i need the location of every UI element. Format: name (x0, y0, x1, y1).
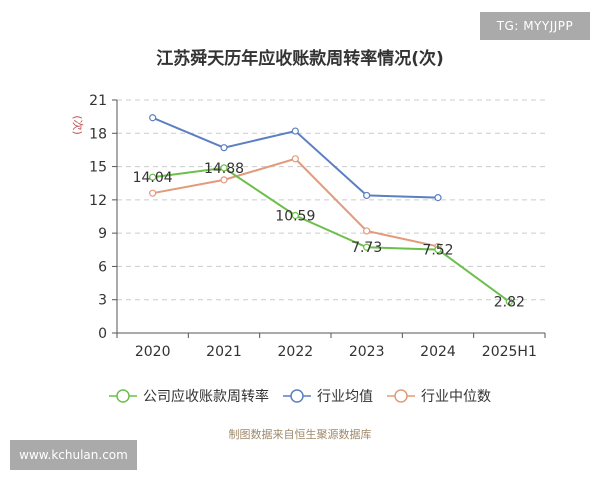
data-point (363, 243, 371, 251)
data-label: 14.88 (204, 161, 244, 177)
legend-marker-icon (387, 389, 415, 403)
data-label: 10.59 (275, 209, 315, 225)
watermark-bottom: www.kchulan.com (10, 440, 137, 470)
y-tick-label: 15 (89, 160, 107, 176)
data-point (149, 189, 157, 197)
data-point (363, 227, 371, 235)
x-tick-label: 2023 (349, 344, 385, 360)
watermark-top: TG: MYYJJPP (480, 12, 590, 40)
data-point (505, 298, 513, 306)
data-point (220, 176, 228, 184)
legend-marker-icon (283, 389, 311, 403)
data-label: 7.73 (351, 240, 382, 256)
y-tick-label: 0 (98, 326, 107, 342)
line-chart: 0 3 6 9 12 15 18 21 2020 2021 2022 2023 2024 2025H1 (次… (71, 93, 546, 360)
data-point (149, 114, 157, 122)
data-point (291, 155, 299, 163)
x-tick-label: 2025H1 (482, 344, 537, 360)
legend: 公司应收账款周转率 行业均值 行业中位数 (0, 386, 600, 406)
data-point (291, 127, 299, 135)
x-tick-label: 2024 (420, 344, 456, 360)
data-label: 14.04 (133, 170, 173, 186)
y-tick-label: 12 (89, 193, 107, 209)
series-line-0 (152, 166, 510, 303)
data-label: 2.82 (494, 295, 525, 311)
data-point (363, 191, 371, 200)
y-tick-label: 18 (89, 126, 107, 142)
data-point (434, 194, 442, 202)
data-point (434, 245, 442, 254)
x-tick-label: 2022 (278, 344, 314, 360)
x-tick-label: 2020 (135, 344, 171, 360)
y-tick-label: 3 (98, 293, 107, 309)
legend-item[interactable]: 行业中位数 (387, 386, 491, 406)
chart-title: 江苏舜天历年应收账款周转率情况(次) (156, 49, 444, 69)
legend-item[interactable]: 行业均值 (283, 386, 373, 406)
y-axis-label: (次) (71, 115, 85, 135)
data-point (149, 173, 157, 181)
source-note: 制图数据来自恒生聚源数据库 (228, 428, 372, 441)
legend-label: 公司应收账款周转率 (143, 389, 269, 405)
legend-item[interactable]: 公司应收账款周转率 (109, 386, 269, 406)
data-point (220, 144, 228, 152)
legend-label: 行业中位数 (421, 389, 491, 405)
y-tick-label: 9 (98, 226, 107, 242)
data-point (220, 164, 228, 172)
data-label: 7.52 (422, 243, 453, 259)
y-tick-label: 21 (89, 93, 107, 109)
legend-label: 行业均值 (317, 389, 373, 405)
legend-marker-icon (109, 389, 137, 403)
y-tick-label: 6 (98, 259, 107, 275)
data-point (291, 211, 299, 220)
x-tick-label: 2021 (206, 344, 242, 360)
